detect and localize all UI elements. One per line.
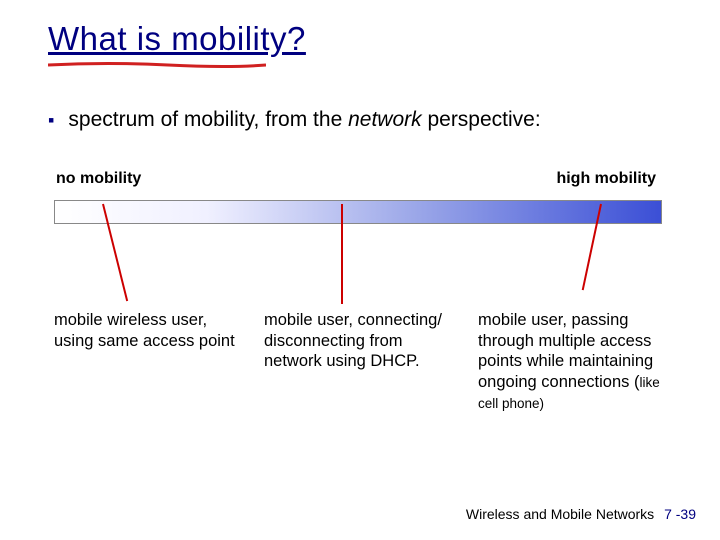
description-right-main: mobile user, passing through multiple ac… [478, 311, 653, 391]
slide-title: What is mobility? [48, 20, 672, 58]
bullet-italic: network [348, 108, 422, 131]
description-middle: mobile user, connecting/ disconnecting f… [264, 310, 459, 372]
axis-label-right: high mobility [556, 170, 656, 188]
footer: Wireless and Mobile Networks 7 -39 [466, 506, 696, 522]
bullet-post: perspective: [422, 108, 541, 131]
spectrum-bar [54, 200, 662, 224]
description-left: mobile wireless user, using same access … [54, 310, 249, 351]
bullet-text: spectrum of mobility, from the network p… [68, 108, 540, 132]
bullet-pre: spectrum of mobility, from the [68, 108, 348, 131]
connector-line [341, 204, 343, 304]
bullet-line: ▪ spectrum of mobility, from the network… [48, 108, 672, 132]
slide: What is mobility? ▪ spectrum of mobility… [0, 0, 720, 540]
axis-label-left: no mobility [56, 170, 141, 188]
spectrum-diagram: no mobility high mobility mobile wireles… [48, 170, 672, 470]
description-right: mobile user, passing through multiple ac… [478, 310, 673, 413]
bullet-marker-icon: ▪ [48, 110, 54, 131]
title-underline-accent [48, 62, 266, 68]
footer-text: Wireless and Mobile Networks [466, 506, 654, 522]
footer-page: 7 -39 [664, 506, 696, 522]
